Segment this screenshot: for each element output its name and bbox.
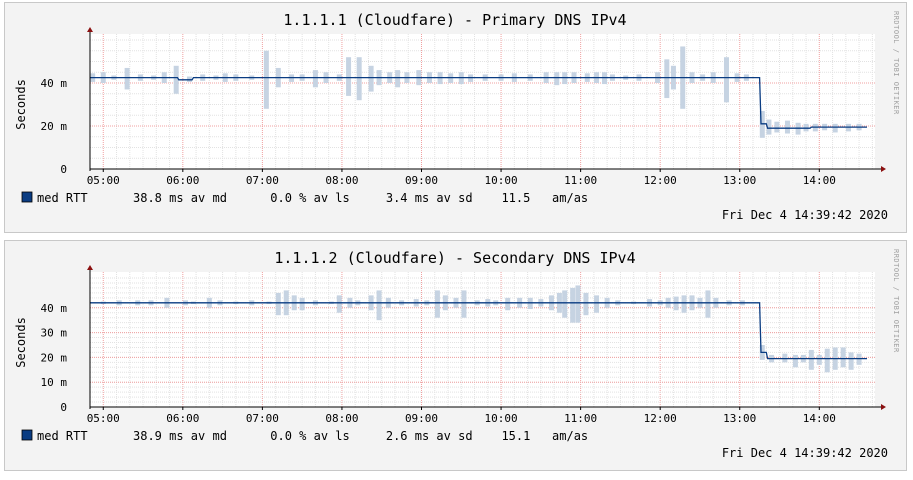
rtt-smoke-bar: [824, 348, 830, 373]
rtt-smoke-bar: [594, 295, 600, 313]
rtt-smoke-bar: [774, 121, 780, 133]
rtt-smoke-bar: [784, 120, 790, 134]
y-tick-label: 30 m: [41, 327, 68, 340]
rrdtool-watermark: RRDTOOL / TOBI OETIKER: [892, 11, 900, 115]
rtt-smoke-bar: [848, 352, 854, 370]
rtt-smoke-bar: [434, 290, 440, 318]
rtt-smoke-bar: [554, 72, 560, 86]
rtt-smoke-bar: [336, 295, 342, 313]
rtt-smoke-bar: [346, 57, 352, 96]
rtt-smoke-bar: [124, 67, 130, 90]
rtt-chart-primary: 1.1.1.1 (Cloudfare) - Primary DNS IPv4 0 2…: [14, 11, 900, 222]
y-tick-label: 40 m: [41, 302, 68, 315]
y-axis-label: Seconds: [14, 317, 28, 368]
rtt-smoke-bar: [263, 50, 269, 109]
x-tick-label: 05:00: [87, 412, 120, 425]
chart-panel-primary: 1.1.1.1 (Cloudfare) - Primary DNS IPv4 0 2…: [4, 2, 907, 233]
x-tick-label: 12:00: [644, 174, 677, 187]
x-tick-label: 10:00: [485, 174, 518, 187]
y-axis-arrow: [87, 27, 93, 32]
chart-title: 1.1.1.1 (Cloudfare) - Primary DNS IPv4: [283, 11, 626, 29]
rtt-smoke-bar: [275, 292, 281, 316]
rtt-smoke-bar: [368, 65, 374, 92]
x-tick-label: 08:00: [325, 174, 358, 187]
y-tick-label: 40 m: [41, 77, 68, 90]
y-tick-label: 0: [60, 401, 67, 414]
y-axis-arrow: [87, 265, 93, 270]
rtt-chart-secondary: 1.1.1.2 (Cloudfare) - Secondary DNS IPv4…: [14, 249, 900, 460]
x-tick-label: 07:00: [246, 412, 279, 425]
x-tick-label: 07:00: [246, 174, 279, 187]
median-rtt-line: [90, 302, 867, 360]
x-tick-label: 05:00: [87, 174, 120, 187]
y-axis-label: Seconds: [14, 79, 28, 130]
x-tick-label: 11:00: [564, 174, 597, 187]
rtt-smoke-bar: [681, 295, 687, 313]
plot-area: [90, 272, 875, 407]
rtt-smoke-bar: [664, 59, 670, 99]
x-tick-label: 09:00: [405, 174, 438, 187]
chart-title: 1.1.1.2 (Cloudfare) - Secondary DNS IPv4: [274, 249, 635, 267]
legend-swatch: [21, 191, 33, 203]
x-tick-label: 08:00: [325, 412, 358, 425]
rtt-smoke-bar: [766, 119, 772, 135]
timestamp: Fri Dec 4 14:39:42 2020: [722, 446, 888, 460]
timestamp: Fri Dec 4 14:39:42 2020: [722, 208, 888, 222]
rtt-smoke-bar: [832, 123, 838, 133]
rtt-smoke-bar: [808, 349, 814, 370]
rtt-smoke-bar: [840, 347, 846, 368]
rtt-smoke-bar: [792, 354, 798, 368]
y-tick-label: 20 m: [41, 351, 68, 364]
x-tick-label: 06:00: [166, 412, 199, 425]
x-axis-arrow: [881, 166, 886, 172]
rtt-smoke-bar: [562, 290, 568, 318]
legend-label: med RTT: [37, 429, 88, 443]
chart-panel-secondary: 1.1.1.2 (Cloudfare) - Secondary DNS IPv4…: [4, 240, 907, 471]
rtt-smoke-bar: [461, 290, 467, 318]
rtt-smoke-bar: [505, 297, 511, 311]
rtt-smoke-bar: [356, 57, 362, 101]
y-tick-label: 10 m: [41, 376, 68, 389]
x-tick-label: 14:00: [803, 412, 836, 425]
rtt-smoke-bar: [299, 297, 305, 311]
x-tick-label: 12:00: [644, 412, 677, 425]
x-tick-label: 06:00: [166, 174, 199, 187]
legend-label: med RTT: [37, 191, 88, 205]
y-tick-label: 20 m: [41, 120, 68, 133]
plot-area: [90, 34, 875, 169]
x-tick-label: 13:00: [723, 412, 756, 425]
rtt-smoke-bar: [570, 287, 576, 323]
rtt-smoke-bar: [312, 70, 318, 88]
rtt-smoke-bar: [583, 292, 589, 316]
x-tick-label: 11:00: [564, 412, 597, 425]
rtt-smoke-bar: [575, 285, 581, 323]
legend-stats: 38.8 ms av md 0.0 % av ls 3.4 ms av sd 1…: [133, 191, 588, 205]
rtt-smoke-bar: [173, 65, 179, 94]
rtt-smoke-bar: [816, 354, 822, 365]
rtt-smoke-bar: [395, 70, 401, 88]
rtt-smoke-bar: [376, 290, 382, 321]
x-tick-label: 10:00: [485, 412, 518, 425]
x-tick-label: 14:00: [803, 174, 836, 187]
rtt-smoke-bar: [723, 57, 729, 103]
legend-swatch: [21, 429, 33, 441]
x-axis-arrow: [881, 404, 886, 410]
y-tick-label: 0: [60, 163, 67, 176]
median-rtt-line: [90, 76, 867, 129]
legend-stats: 38.9 ms av md 0.0 % av ls 2.6 ms av sd 1…: [133, 429, 588, 443]
rtt-smoke-bar: [705, 290, 711, 318]
rrdtool-watermark: RRDTOOL / TOBI OETIKER: [892, 249, 900, 353]
x-tick-label: 13:00: [723, 174, 756, 187]
x-tick-label: 09:00: [405, 412, 438, 425]
